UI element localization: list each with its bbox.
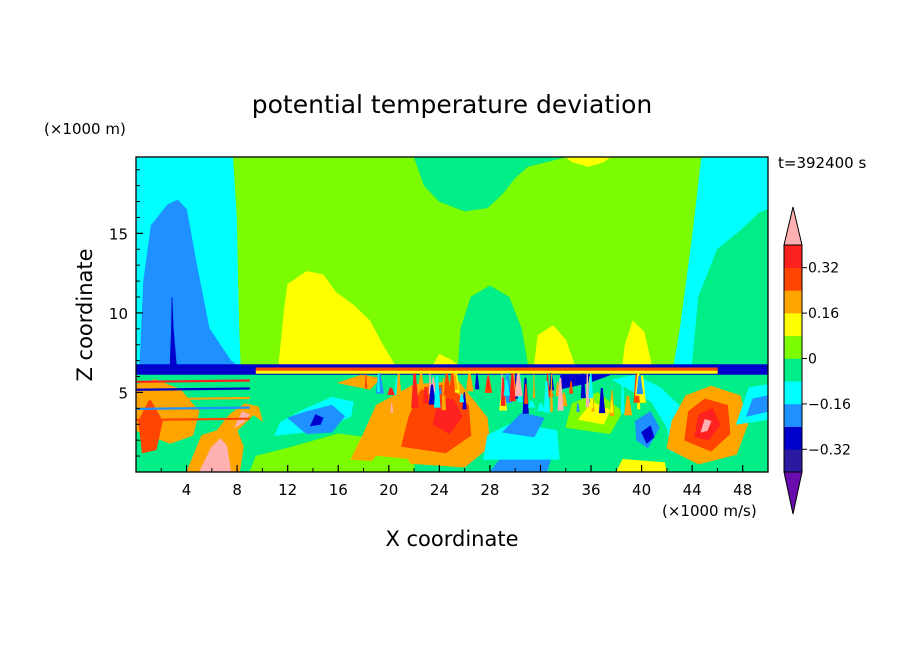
- colorbar-band: [784, 290, 802, 314]
- colorbar-band: [784, 313, 802, 337]
- x-tick-label: 16: [329, 481, 348, 499]
- colorbar-band: [784, 403, 802, 427]
- y-axis: 5 10 15: [109, 169, 143, 457]
- x-tick-label: 32: [531, 481, 550, 499]
- time-label: t=392400 s: [778, 154, 866, 172]
- colorbar: 0.32 0.16 0 −0.16 −0.32: [783, 206, 851, 515]
- colorbar-band: [784, 267, 802, 291]
- y-tick-label: 10: [109, 305, 128, 323]
- y-tick-label: 15: [109, 225, 128, 243]
- y-tick-label: 5: [118, 384, 128, 402]
- colorbar-band: [784, 335, 802, 359]
- colorbar-label: −0.32: [808, 442, 851, 458]
- y-axis-label: Z coordinate: [73, 248, 97, 381]
- x-tick-label: 44: [683, 481, 702, 499]
- x-tick-label: 36: [581, 481, 600, 499]
- x-axis-label: X coordinate: [385, 527, 518, 551]
- colorbar-band: [784, 245, 802, 268]
- colorbar-min-triangle: [783, 471, 803, 515]
- colorbar-band: [784, 449, 802, 473]
- x-units-label: (×1000 m/s): [662, 502, 757, 520]
- x-axis: 4 8 12 16 20 24 28 32 36 40 44 48: [160, 465, 752, 499]
- x-tick-label: 20: [379, 481, 398, 499]
- colorbar-label: 0.32: [808, 261, 839, 277]
- colorbar-label: 0.16: [808, 306, 839, 322]
- plot-area: [136, 157, 768, 472]
- x-tick-label: 40: [632, 481, 651, 499]
- chart-title: potential temperature deviation: [252, 90, 652, 119]
- colorbar-label: −0.16: [808, 397, 851, 413]
- x-tick-label: 8: [232, 481, 242, 499]
- x-tick-label: 28: [480, 481, 499, 499]
- x-tick-label: 48: [733, 481, 752, 499]
- x-tick-label: 12: [278, 481, 297, 499]
- colorbar-label: 0: [808, 352, 817, 368]
- x-tick-label: 4: [182, 481, 192, 499]
- colorbar-band: [784, 426, 802, 450]
- x-tick-label: 24: [430, 481, 449, 499]
- colorbar-band: [784, 358, 802, 382]
- colorbar-band: [784, 381, 802, 405]
- y-units-label: (×1000 m): [44, 120, 126, 138]
- colorbar-max-triangle: [783, 206, 803, 246]
- plot-frame: [135, 156, 769, 473]
